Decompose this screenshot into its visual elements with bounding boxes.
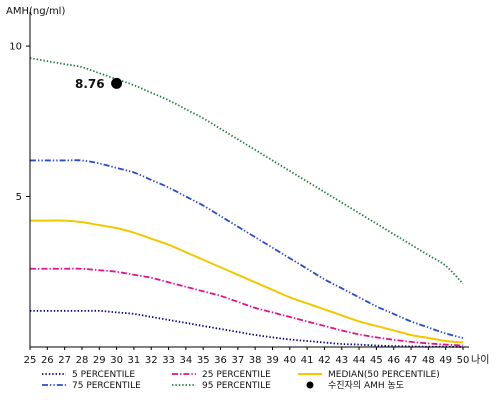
x-tick-label: 46: [387, 355, 400, 366]
series-line-1: [30, 309, 464, 348]
series-line-5: [29, 57, 464, 285]
x-tick-label: 27: [58, 355, 71, 366]
x-tick-label: 48: [422, 355, 435, 366]
x-tick-label: 36: [214, 355, 227, 366]
x-tick-label: 49: [439, 355, 452, 366]
x-tick-label: 26: [41, 355, 54, 366]
x-tick-label: 28: [76, 355, 89, 366]
x-tick-label: 39: [266, 355, 279, 366]
series-line-3: [30, 219, 464, 344]
x-tick-label: 50: [457, 355, 470, 366]
highlight-group: 8.76: [75, 77, 123, 91]
x-tick-label: 38: [249, 355, 262, 366]
legend-label-2: 25 PERCENTILE: [202, 370, 271, 380]
y-tick-label: 10: [9, 42, 22, 53]
x-tick-label: 44: [353, 355, 366, 366]
legend-label-1: 5 PERCENTILE: [72, 370, 135, 380]
y-tick-label: 5: [16, 192, 22, 203]
y-axis-title: AMH(ng/ml): [6, 6, 65, 17]
legend-label-5: 95 PERCENTILE: [202, 381, 271, 391]
series-line-2: [29, 267, 464, 347]
x-tick-label: 35: [197, 355, 210, 366]
legend: 5 PERCENTILE 25 PERCENTILE MEDIAN(50 PERCE…: [42, 370, 440, 391]
legend-label-4: 75 PERCENTILE: [72, 381, 141, 391]
x-tick-label: 41: [301, 355, 314, 366]
x-tick-label: 32: [145, 355, 158, 366]
x-tick-label: 40: [283, 355, 296, 366]
legend-label-highlight: 수진자의 AMH 농도: [328, 380, 404, 391]
legend-label-3: MEDIAN(50 PERCENTILE): [328, 370, 440, 380]
series-line-4: [30, 159, 464, 339]
plot-lines: [29, 57, 464, 348]
x-tick-label: 29: [93, 355, 106, 366]
x-tick-label: 33: [162, 355, 175, 366]
x-tick-label: 25: [24, 355, 37, 366]
x-tick-label: 31: [128, 355, 141, 366]
highlight-value-label: 8.76: [75, 77, 105, 91]
highlight-point: [111, 77, 123, 89]
x-axis-title: 나이: [471, 354, 489, 366]
x-tick-label: 43: [335, 355, 348, 366]
x-tick-label: 37: [231, 355, 244, 366]
x-tick-label: 45: [370, 355, 383, 366]
axis-ticks: 5 10 25 26 27 28 29 30 31 32 33 34 35 36 37 38 39 40 41 42 4…: [9, 42, 469, 366]
legend-marker-highlight: [306, 381, 314, 389]
x-tick-label: 34: [180, 355, 193, 366]
x-tick-label: 47: [405, 355, 418, 366]
axes: AMH(ng/ml) 나이: [6, 6, 489, 366]
x-tick-label: 30: [110, 355, 123, 366]
x-tick-label: 42: [318, 355, 331, 366]
